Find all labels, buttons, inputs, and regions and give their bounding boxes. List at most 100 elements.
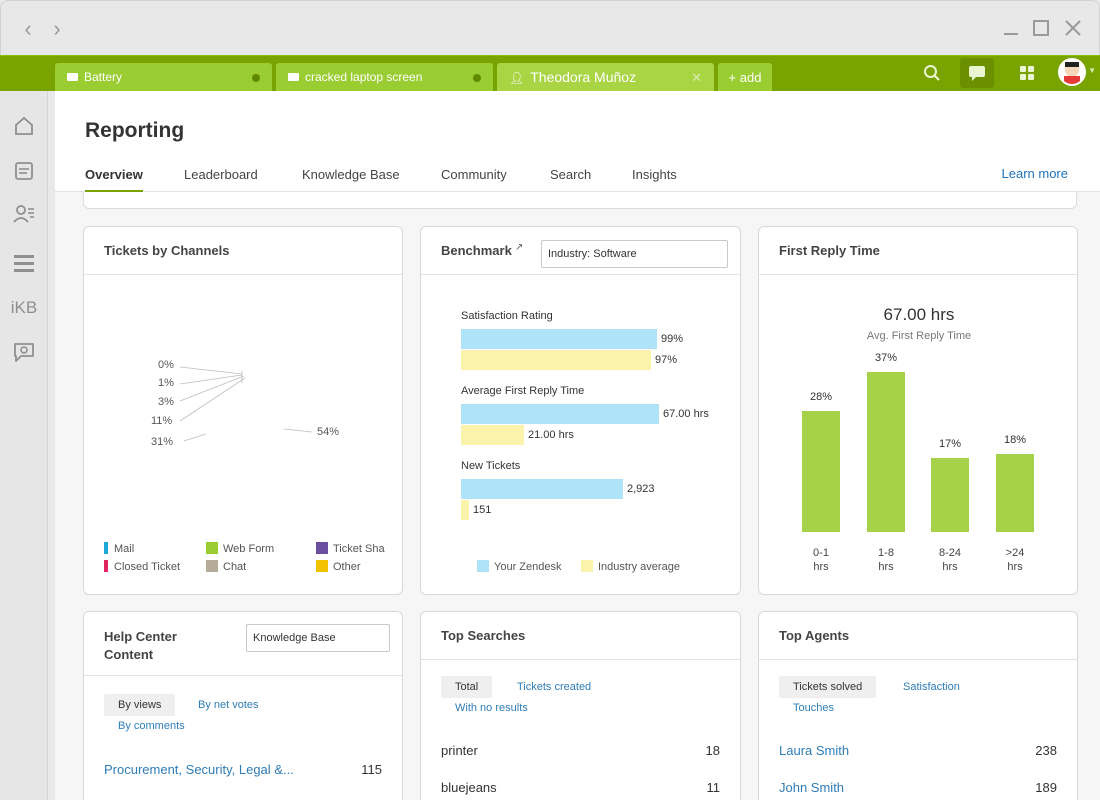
card-title: Benchmark	[441, 243, 512, 258]
tab-overview[interactable]: Overview	[85, 167, 143, 193]
tab-label: Theodora Muñoz	[530, 69, 637, 85]
category-line: 8-24	[938, 547, 962, 559]
benchmark-bar-industry	[461, 425, 524, 445]
filter-by-comments[interactable]: By comments	[118, 720, 185, 732]
legend-swatch	[477, 560, 489, 572]
apps-grid-icon[interactable]	[1010, 58, 1044, 88]
card-title: Help Center Content	[104, 628, 177, 664]
benchmark-value-industry: 21.00 hrs	[528, 429, 574, 441]
reply-time-bar[interactable]	[931, 458, 969, 532]
bar-value-label: 17%	[938, 438, 962, 450]
card-title: Top Searches	[441, 628, 526, 643]
bar-value-label: 28%	[809, 391, 833, 403]
filter-by-net-votes[interactable]: By net votes	[198, 699, 259, 711]
tab-search[interactable]: Search	[550, 167, 592, 182]
agent-link[interactable]: John Smith	[779, 780, 845, 795]
slice-label: 11%	[151, 415, 172, 427]
tab-leaderboard[interactable]: Leaderboard	[184, 167, 258, 182]
back-arrow-icon[interactable]: ‹	[24, 16, 32, 41]
reply-time-bar[interactable]	[996, 454, 1034, 532]
legend-swatch	[206, 560, 218, 572]
home-icon[interactable]	[12, 115, 36, 139]
card-title-line: Help Center	[104, 629, 177, 644]
external-link-icon[interactable]: ↗	[515, 242, 524, 253]
article-link[interactable]: Procurement, Security, Legal &...	[104, 762, 294, 777]
bar-category-label: 8-24 hrs	[925, 546, 975, 574]
filter-by-views[interactable]: By views	[104, 694, 176, 716]
knowledge-base-icon[interactable]: iKB	[10, 298, 38, 317]
tab-label: Battery	[84, 70, 123, 84]
filter-satisfaction[interactable]: Satisfaction	[903, 681, 960, 693]
reporting-icon[interactable]	[12, 252, 36, 276]
legend-item[interactable]: Closed Ticket	[104, 560, 180, 573]
tab-community[interactable]: Community	[441, 167, 507, 182]
legend-label: Web Form	[223, 543, 275, 555]
user-tab-theodora[interactable]: 👤︎ Theodora Muñoz ✕	[497, 63, 714, 92]
legend-label: Mail	[114, 543, 135, 555]
card-title: First Reply Time	[779, 243, 880, 258]
help-center-select[interactable]: Knowledge Base	[246, 624, 390, 652]
filter-tickets-created[interactable]: Tickets created	[517, 681, 592, 693]
legend-item[interactable]: Industry average	[581, 560, 680, 573]
legend-swatch	[316, 560, 328, 572]
bar-value-label: 18%	[1003, 434, 1027, 446]
forward-arrow-icon[interactable]: ›	[53, 16, 61, 41]
legend-item[interactable]: Mail	[104, 542, 134, 555]
card-title: Tickets by Channels	[104, 243, 230, 258]
learn-more-link[interactable]: Learn more	[1001, 166, 1068, 181]
minimize-icon[interactable]	[1001, 19, 1021, 39]
filter-with-no-results[interactable]: With no results	[455, 702, 528, 714]
ticket-tab-cracked-screen[interactable]: cracked laptop screen	[276, 63, 493, 92]
tab-status-dot	[473, 74, 481, 82]
article-count: 115	[361, 762, 382, 777]
category-line: >24	[1005, 547, 1025, 559]
chat-bubble-icon[interactable]	[12, 340, 36, 364]
legend-item[interactable]: Chat	[206, 560, 246, 573]
search-icon[interactable]	[915, 58, 949, 88]
benchmark-group-label: Average First Reply Time	[461, 385, 585, 397]
search-count: 18	[705, 743, 720, 758]
reply-time-bar[interactable]	[802, 411, 840, 532]
slice-label: 31%	[151, 436, 173, 448]
agent-link[interactable]: Laura Smith	[779, 743, 850, 758]
filter-tickets-solved[interactable]: Tickets solved	[779, 676, 877, 698]
legend-item[interactable]: Ticket Sha	[316, 542, 402, 555]
benchmark-bar-industry	[461, 500, 469, 520]
views-icon[interactable]	[12, 160, 36, 184]
filter-total[interactable]: Total	[441, 676, 493, 698]
legend-item[interactable]: Web Form	[206, 542, 274, 555]
chat-icon[interactable]	[960, 58, 994, 88]
close-tab-icon[interactable]: ✕	[691, 70, 702, 85]
industry-select[interactable]: Industry: Software	[541, 240, 728, 268]
page-title: Reporting	[85, 119, 185, 142]
chevron-down-icon[interactable]: ▼	[1088, 66, 1096, 75]
avatar[interactable]	[1058, 58, 1086, 86]
tab-knowledge-base[interactable]: Knowledge Base	[302, 167, 400, 182]
add-tab-button[interactable]: + add	[718, 63, 772, 92]
legend-item[interactable]: Your Zendesk	[477, 560, 561, 573]
close-window-icon[interactable]	[1063, 19, 1083, 39]
slice-label: 54%	[317, 426, 339, 438]
bar-value-label: 37%	[874, 352, 898, 364]
avg-reply-value: 67.00 hrs	[883, 305, 955, 324]
reply-time-bar[interactable]	[867, 372, 905, 532]
benchmark-value-yours: 99%	[661, 333, 684, 345]
benchmark-value-yours: 67.00 hrs	[663, 408, 709, 420]
legend-item[interactable]: Other	[316, 560, 361, 573]
benchmark-bar-yours	[461, 329, 657, 349]
benchmark-bar-industry	[461, 350, 651, 370]
benchmark-bar-yours	[461, 479, 623, 499]
ticket-tab-battery[interactable]: Battery	[55, 63, 272, 92]
search-term: bluejeans	[441, 780, 497, 795]
channels-pie-chart: 0% 1% 3% 11% 31% 54%	[151, 359, 339, 448]
top-bar: Battery cracked laptop screen 👤︎ Theodora…	[0, 55, 1100, 92]
bar-category-label: >24 hrs	[990, 546, 1040, 574]
customers-icon[interactable]	[12, 203, 36, 227]
benchmark-group-label: New Tickets	[461, 460, 521, 472]
tab-insights[interactable]: Insights	[632, 167, 677, 182]
maximize-icon[interactable]	[1031, 19, 1051, 39]
legend-swatch	[206, 542, 218, 554]
slice-label: 1%	[158, 377, 174, 389]
filter-touches[interactable]: Touches	[793, 702, 834, 714]
collapsed-panel	[83, 192, 1077, 209]
